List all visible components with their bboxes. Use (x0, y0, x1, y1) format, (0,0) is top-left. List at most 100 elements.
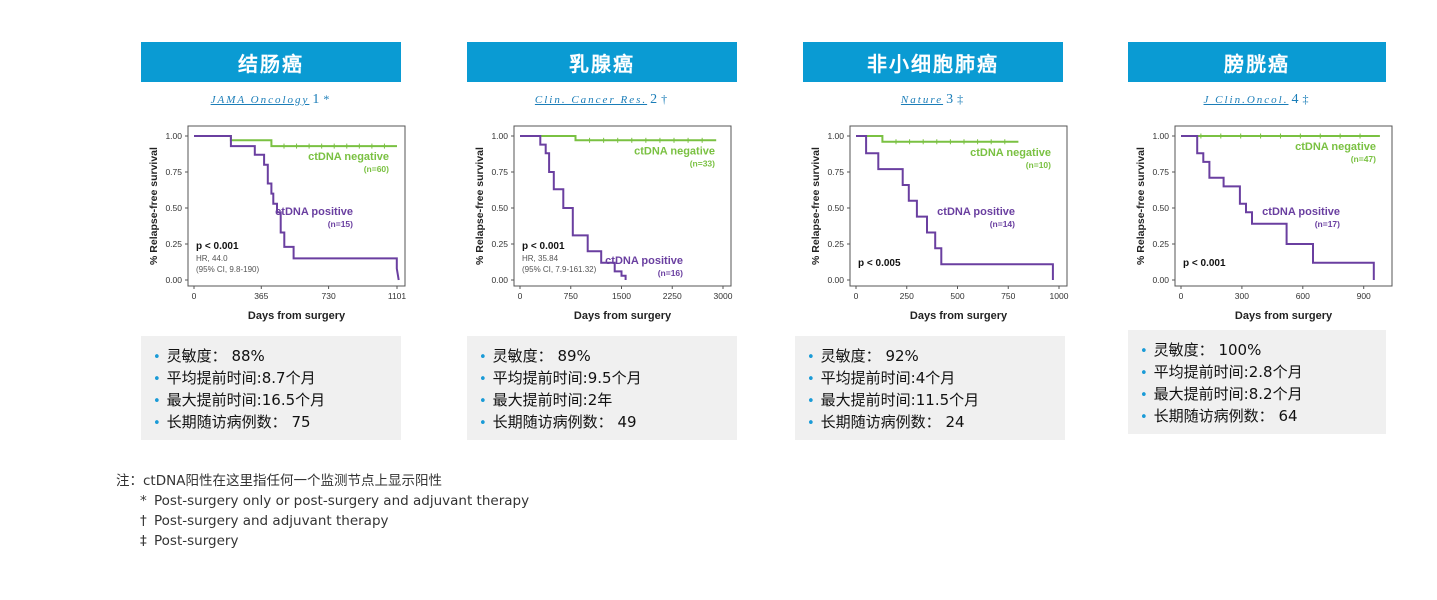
stat-max-lead-time: • 最大提前时间:16.5个月 (153, 391, 326, 409)
y-tick-label: 0.50 (165, 203, 182, 213)
citation-journal[interactable]: Nature (900, 94, 944, 106)
stats-box: • 灵敏度： 88% • 平均提前时间:8.7个月 • 最大提前时间:16.5个月 •… (141, 336, 401, 440)
y-tick-label: 0.00 (1152, 275, 1169, 285)
y-tick-label: 0.50 (827, 203, 844, 213)
y-tick-label: 0.75 (1152, 167, 1169, 177)
stat-followup-cases: • 长期随访病例数： 64 (1140, 407, 1298, 425)
y-tick-label: 0.00 (165, 275, 182, 285)
footnote-item: † Post-surgery and adjuvant therapy (140, 513, 389, 529)
stats-box: • 灵敏度： 89% • 平均提前时间:9.5个月 • 最大提前时间:2年 • 长期随访… (467, 336, 737, 440)
p-value: p < 0.001 (522, 241, 565, 252)
series-label-negative: ctDNA negative (308, 151, 389, 163)
x-tick-label: 300 (1235, 291, 1249, 301)
series-label-positive: ctDNA positive (275, 206, 353, 218)
p-value: p < 0.005 (858, 258, 901, 269)
citation[interactable]: JAMA Oncology 1 * (141, 92, 401, 108)
y-tick-label: 0.00 (491, 275, 508, 285)
citation-number: 2 (650, 92, 660, 107)
citation-number: 1 (312, 92, 322, 107)
series-n-negative: (n=33) (690, 158, 715, 168)
stat-sensitivity: • 灵敏度： 92% (807, 347, 919, 365)
series-line-positive (520, 135, 627, 280)
stat-max-lead-time: • 最大提前时间:2年 (479, 391, 613, 409)
y-tick-label: 1.00 (491, 131, 508, 141)
panel-title: 乳腺癌 (467, 42, 737, 82)
x-tick-label: 750 (1001, 291, 1015, 301)
p-value: p < 0.001 (196, 241, 239, 252)
y-tick-label: 0.25 (165, 239, 182, 249)
footnote-item: * Post-surgery only or post-surgery and a… (140, 493, 530, 509)
series-label-positive: ctDNA positive (605, 255, 683, 267)
footnotes: 注：ctDNA阳性在这里指任何一个监测节点上显示阳性 * Post-surgery… (116, 471, 529, 551)
y-tick-label: 0.50 (491, 203, 508, 213)
survival-chart: 0.00 0.25 0.50 0.75 1.00 0 300 600 900 Days from … (1135, 125, 1393, 322)
x-tick-label: 500 (950, 291, 964, 301)
x-tick-label: 0 (854, 291, 859, 301)
x-axis-label: Days from surgery (1235, 310, 1333, 322)
y-tick-label: 0.75 (827, 167, 844, 177)
y-axis-label: % Relapse-free survival (1135, 147, 1147, 265)
plot-frame (513, 125, 732, 287)
stat-sensitivity: • 灵敏度： 89% (479, 347, 591, 365)
y-tick-label: 0.75 (165, 167, 182, 177)
series-line-positive (856, 135, 1054, 280)
x-axis-label: Days from surgery (910, 310, 1008, 322)
stats-box: • 灵敏度： 100% • 平均提前时间:2.8个月 • 最大提前时间:8.2个月 •… (1128, 330, 1386, 434)
x-tick-label: 900 (1357, 291, 1371, 301)
citation-symbol: † (661, 92, 670, 106)
y-tick-label: 1.00 (827, 131, 844, 141)
y-tick-label: 0.25 (491, 239, 508, 249)
series-n-positive: (n=17) (1315, 219, 1340, 229)
stat-followup-cases: • 长期随访病例数： 75 (153, 413, 311, 431)
p-value: p < 0.001 (1183, 258, 1226, 269)
stat-max-lead-time: • 最大提前时间:11.5个月 (807, 391, 980, 409)
series-n-negative: (n=47) (1351, 154, 1376, 164)
stat-mean-lead-time: • 平均提前时间:8.7个月 (153, 369, 316, 387)
x-tick-label: 1000 (1050, 291, 1069, 301)
plot-frame (849, 125, 1068, 287)
stat-mean-lead-time: • 平均提前时间:9.5个月 (479, 369, 642, 387)
hazard-ratio-text: (95% CI, 9.8-190) (196, 265, 259, 274)
survival-chart: 0.00 0.25 0.50 0.75 1.00 0 250 500 750 1000 Days f… (810, 125, 1069, 322)
citation-symbol: * (323, 92, 332, 106)
y-tick-label: 1.00 (165, 131, 182, 141)
citation-journal[interactable]: JAMA Oncology (210, 94, 310, 106)
stat-mean-lead-time: • 平均提前时间:4个月 (807, 369, 956, 387)
citation-journal[interactable]: J Clin.Oncol. (1203, 94, 1289, 106)
series-n-negative: (n=10) (1026, 160, 1051, 170)
series-label-positive: ctDNA positive (1262, 206, 1340, 218)
citation[interactable]: Clin. Cancer Res. 2 † (467, 92, 737, 108)
panel-title: 膀胱癌 (1128, 42, 1386, 82)
series-n-positive: (n=15) (328, 219, 353, 229)
y-tick-label: 0.00 (827, 275, 844, 285)
stat-max-lead-time: • 最大提前时间:8.2个月 (1140, 385, 1303, 403)
x-axis-label: Days from surgery (574, 310, 672, 322)
y-tick-label: 0.25 (827, 239, 844, 249)
stat-mean-lead-time: • 平均提前时间:2.8个月 (1140, 363, 1303, 381)
footnote-item: ‡ Post-surgery (140, 533, 239, 549)
y-tick-label: 1.00 (1152, 131, 1169, 141)
series-label-negative: ctDNA negative (1295, 141, 1376, 153)
citation-journal[interactable]: Clin. Cancer Res. (534, 94, 648, 106)
citation-number: 3 (946, 92, 956, 107)
citation[interactable]: Nature 3 ‡ (803, 92, 1063, 108)
hazard-ratio-text: HR, 35.84 (522, 254, 559, 263)
citation-symbol: ‡ (957, 92, 966, 106)
series-n-negative: (n=60) (364, 164, 389, 174)
survival-chart: 0.00 0.25 0.50 0.75 1.00 0 750 1500 2250 3000 Days… (474, 125, 733, 322)
panel-title: 非小细胞肺癌 (803, 42, 1063, 82)
citation-symbol: ‡ (1302, 92, 1311, 106)
panel-title: 结肠癌 (141, 42, 401, 82)
series-label-negative: ctDNA negative (970, 147, 1051, 159)
citation-number: 4 (1291, 92, 1301, 107)
stat-followup-cases: • 长期随访病例数： 24 (807, 413, 965, 431)
footnote-main: 注：ctDNA阳性在这里指任何一个监测节点上显示阳性 (116, 473, 442, 489)
y-tick-label: 0.25 (1152, 239, 1169, 249)
stat-followup-cases: • 长期随访病例数： 49 (479, 413, 637, 431)
x-tick-label: 0 (192, 291, 197, 301)
y-axis-label: % Relapse-free survival (148, 147, 160, 265)
x-tick-label: 365 (254, 291, 268, 301)
citation[interactable]: J Clin.Oncol. 4 ‡ (1128, 92, 1386, 108)
x-tick-label: 2250 (663, 291, 682, 301)
x-tick-label: 0 (1179, 291, 1184, 301)
